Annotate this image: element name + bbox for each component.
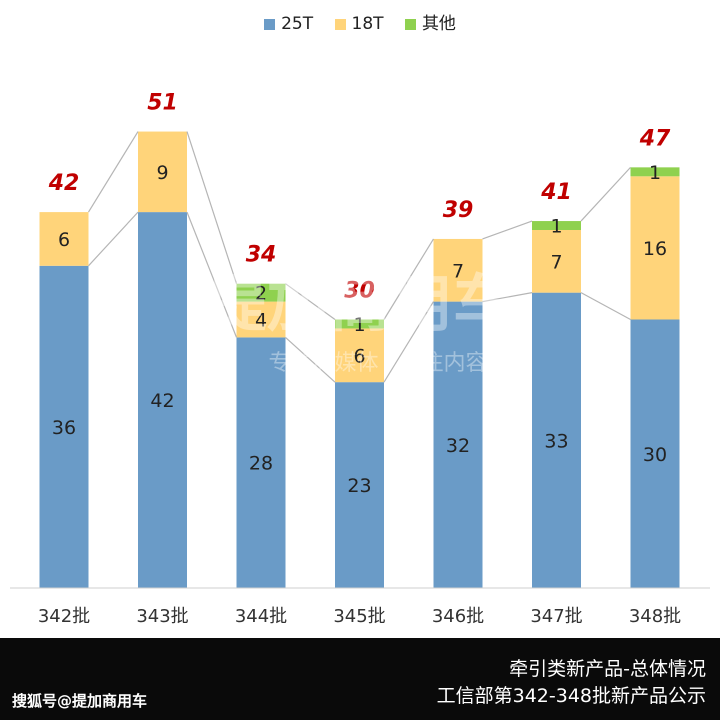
legend-item-18t: 18T (334, 14, 384, 34)
data-label-18T-0: 6 (58, 229, 70, 251)
connector-mid-0 (88, 211, 139, 267)
data-label-18T-5: 7 (550, 251, 562, 273)
bar-segment-18T-2 (236, 301, 286, 338)
total-label-4: 39 (443, 198, 474, 223)
bar-segment-其他-3 (335, 319, 384, 329)
x-tick-label-6: 348批 (629, 606, 681, 627)
connector-top-1 (186, 131, 238, 284)
data-label-25T-2: 28 (249, 453, 273, 475)
data-label-18T-4: 7 (452, 260, 464, 282)
total-label-5: 41 (540, 180, 572, 205)
total-label-2: 34 (246, 243, 277, 268)
connector-mid-1 (186, 211, 238, 338)
bar-segment-25T-3 (335, 382, 384, 588)
data-label-18T-1: 9 (156, 162, 168, 184)
connector-mid-2 (285, 336, 336, 383)
footer-subtitle: 工信部第342-348批新产品公示 (436, 685, 706, 707)
watermark-logo: 提加商用车 (205, 267, 515, 340)
x-tick-label-5: 347批 (530, 606, 582, 627)
bar-segment-18T-1 (138, 131, 187, 213)
x-tick-label-2: 344批 (235, 606, 287, 627)
bar-segment-25T-2 (236, 337, 286, 588)
total-label-0: 42 (48, 171, 80, 196)
x-tick-label-1: 343批 (136, 606, 188, 627)
connector-top-0 (87, 131, 139, 213)
bar-segment-其他-6 (630, 167, 680, 177)
stacked-bar-chart: 36642342批42951343批284234344批236130345批32… (10, 91, 710, 627)
connector-top-4 (482, 220, 533, 240)
bar-segment-25T-0 (39, 265, 89, 588)
connector-top-2 (285, 283, 336, 320)
total-label-1: 51 (147, 91, 178, 116)
data-label-18T-3: 6 (353, 345, 365, 367)
bar-segment-18T-5 (532, 230, 581, 293)
total-label-6: 47 (639, 126, 671, 151)
bar-segment-18T-4 (433, 238, 483, 302)
bar-segment-25T-6 (630, 319, 680, 588)
bar-segment-18T-6 (630, 176, 680, 320)
x-tick-label-3: 345批 (333, 606, 385, 627)
legend-item-25t: 25T (264, 14, 313, 34)
data-label-25T-5: 33 (544, 430, 568, 452)
connector-mid-3 (383, 301, 435, 383)
bar-segment-18T-3 (335, 328, 384, 383)
bar-segment-25T-1 (138, 212, 187, 588)
connector-top-5 (580, 166, 631, 222)
source-label: 搜狐号@提加商用车 (12, 692, 148, 710)
legend-item-other: 其他 (404, 9, 456, 34)
total-label-3: 30 (344, 279, 375, 304)
connector-top-3 (383, 238, 435, 320)
data-label-其他-2: 2 (255, 283, 267, 305)
data-label-其他-3: 1 (353, 314, 365, 336)
connector-mid-5 (580, 292, 631, 321)
x-tick-label-0: 342批 (38, 606, 90, 627)
bar-segment-25T-5 (532, 292, 581, 588)
data-label-其他-6: 1 (649, 162, 661, 184)
bar-segment-25T-4 (433, 301, 483, 588)
bar-segment-其他-2 (236, 283, 286, 302)
data-label-25T-6: 30 (643, 444, 667, 466)
watermark-tagline: 专注商媒体 · 专注内容传播 (269, 351, 532, 376)
connector-mid-4 (482, 292, 533, 303)
x-tick-label-4: 346批 (432, 606, 484, 627)
chart-legend: 25T 18T 其他 (0, 9, 720, 34)
footer-title: 牵引类新产品-总体情况 (509, 658, 706, 680)
footer-banner: 牵引类新产品-总体情况 工信部第342-348批新产品公示 搜狐号@提加商用车 (0, 638, 720, 720)
data-label-其他-5: 1 (550, 216, 562, 238)
data-label-25T-3: 23 (347, 475, 371, 497)
bar-segment-其他-5 (532, 221, 581, 230)
data-label-25T-0: 36 (52, 417, 76, 439)
data-label-18T-2: 4 (255, 310, 267, 332)
data-label-25T-4: 32 (446, 435, 470, 457)
bar-segment-18T-0 (39, 212, 89, 266)
data-label-25T-1: 42 (150, 390, 174, 412)
data-label-18T-6: 16 (643, 238, 667, 260)
